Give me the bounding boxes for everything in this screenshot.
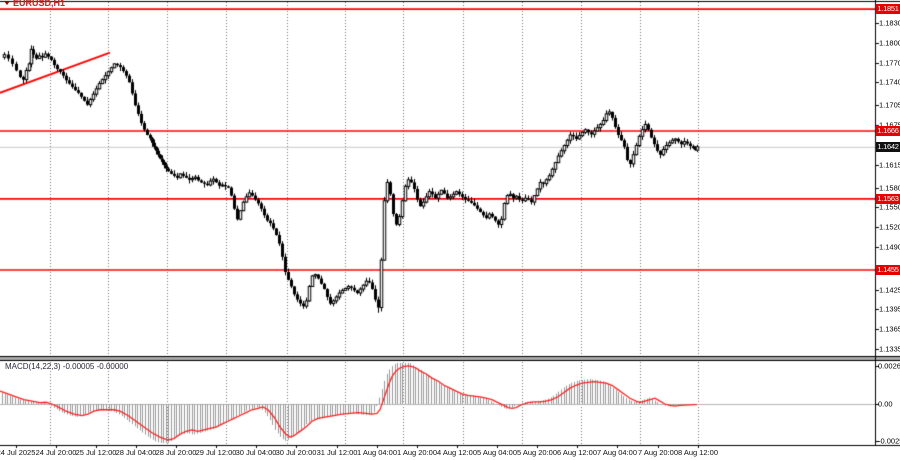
time-axis-label: 4 Aug 12:00 — [436, 448, 478, 457]
time-axis-label: 28 Jul 20:00 — [155, 448, 197, 457]
macd-tick-label: 0.00265 — [878, 361, 900, 371]
price-tick-label: 1.1675 — [879, 121, 900, 130]
time-axis-label: 28 Jul 04:00 — [115, 448, 157, 457]
price-tick-label: 1.1425 — [879, 285, 900, 295]
price-tick-label: 1.1830 — [879, 18, 900, 28]
price-tick-label: 1.1800 — [879, 38, 900, 48]
level-price-badge: 1.1666 — [876, 126, 900, 136]
price-tick-label: 1.1520 — [879, 222, 900, 232]
price-tick-label: 1.1395 — [879, 304, 900, 314]
time-axis-label: 6 Aug 12:00 — [556, 448, 598, 457]
time-axis-label: 29 Jul 12:00 — [195, 448, 237, 457]
level-price-badge: 1.1851 — [876, 4, 900, 15]
time-axis-label: 25 Jul 12:00 — [75, 448, 117, 457]
price-tick-label: 1.1490 — [879, 242, 900, 252]
symbol-timeframe-label: EURUSD,H1 — [13, 0, 66, 8]
time-axis-label: 5 Aug 20:00 — [516, 448, 558, 457]
time-axis-label: 7 Aug 04:00 — [596, 448, 638, 457]
time-axis-label: 24 Jul 2025 — [0, 448, 36, 457]
price-tick-label: 1.1615 — [879, 160, 900, 170]
time-axis-label: 30 Jul 20:00 — [275, 448, 317, 457]
time-axis-label: 1 Aug 20:00 — [396, 448, 438, 457]
level-price-badge: 1.1455 — [876, 264, 900, 275]
level-price-badge: 1.1563 — [876, 193, 900, 204]
macd-tick-label: 0.00 — [878, 399, 893, 409]
time-axis-label: 1 Aug 04:00 — [356, 448, 398, 457]
time-axis-label: 31 Jul 12:00 — [316, 448, 358, 457]
time-axis-label: 8 Aug 12:00 — [677, 448, 719, 457]
price-tick-label: 1.1740 — [879, 77, 900, 87]
symbol-marker-icon — [4, 1, 10, 5]
price-tick-label: 1.1550 — [879, 202, 900, 212]
time-axis-label: 24 Jul 20:00 — [35, 448, 77, 457]
price-tick-label: 1.1770 — [879, 58, 900, 68]
price-tick-label: 1.1705 — [879, 100, 900, 110]
macd-tick-label: -0.00256 — [878, 436, 900, 446]
time-axis-label: 7 Aug 20:00 — [637, 448, 679, 457]
current-price-badge: 1.1642 — [876, 141, 900, 152]
price-tick-label: 1.1335 — [879, 344, 900, 354]
macd-indicator-label: MACD(14,22,3) -0.00005 -0.00000 — [5, 362, 129, 371]
time-axis-label: 30 Jul 04:00 — [235, 448, 277, 457]
price-tick-label: 1.1365 — [879, 324, 900, 334]
price-tick-label: 1.1580 — [879, 183, 900, 193]
time-axis-label: 5 Aug 04:00 — [476, 448, 518, 457]
